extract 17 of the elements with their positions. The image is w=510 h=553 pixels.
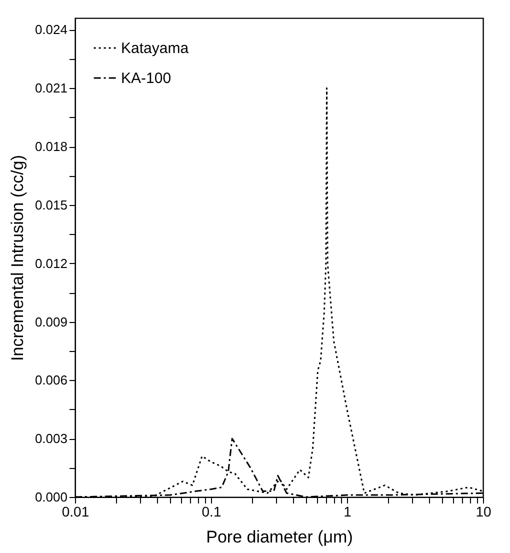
legend-label: KA-100 <box>121 70 172 87</box>
x-axis-title: Pore diameter (μm) <box>206 528 353 546</box>
x-tick-label: 10 <box>476 504 492 520</box>
y-tick-label: 0.018 <box>34 139 68 154</box>
y-tick-label: 0.006 <box>34 372 68 388</box>
y-tick-label: 0.021 <box>34 80 68 96</box>
y-tick-label: 0.009 <box>34 314 68 330</box>
x-tick-label: 1 <box>344 504 352 520</box>
y-tick-label: 0.012 <box>34 256 68 271</box>
y-tick-label: 0.000 <box>34 490 68 504</box>
legend-label: Katayama <box>121 40 190 57</box>
x-tick-label: 0.01 <box>62 504 90 520</box>
x-tick-label: 0.1 <box>202 504 222 520</box>
y-axis-title: Incremental Intrusion (cc/g) <box>8 155 27 361</box>
y-tick-label: 0.015 <box>34 197 68 212</box>
y-tick-label: 0.024 <box>34 22 68 38</box>
y-tick-label: 0.003 <box>34 431 68 446</box>
